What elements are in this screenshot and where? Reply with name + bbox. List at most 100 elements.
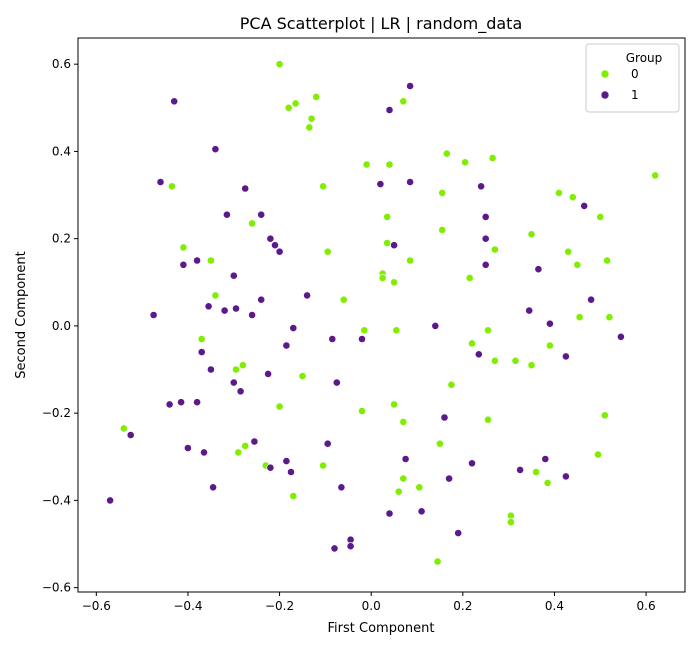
data-point-group-1-35: [617, 332, 625, 341]
legend-marker-group-0: [600, 69, 610, 79]
data-point-group-1-70: [454, 529, 463, 537]
y-tick-label: −0.6: [42, 581, 71, 595]
data-point-group-0-29: [490, 245, 499, 254]
data-point-group-0-16: [555, 188, 563, 197]
data-point-group-1-27: [204, 302, 213, 311]
data-point-group-0-10: [385, 160, 394, 169]
data-point-group-0-51: [546, 341, 554, 350]
data-point-group-1-68: [385, 509, 394, 518]
data-point-group-1-71: [346, 535, 355, 544]
y-axis-label: Second Component: [14, 251, 29, 378]
data-point-group-0-31: [564, 247, 573, 256]
data-point-group-1-26: [149, 311, 158, 319]
data-point-group-1-4: [156, 178, 165, 186]
legend: Group 0 1: [585, 43, 680, 113]
data-point-group-1-3: [211, 145, 220, 154]
data-point-group-1-9: [580, 201, 589, 210]
data-point-group-0-49: [511, 356, 520, 365]
data-point-group-0-34: [465, 273, 474, 282]
data-point-group-0-21: [248, 219, 256, 228]
data-point-group-1-34: [546, 319, 554, 328]
data-point-group-0-18: [596, 212, 605, 221]
data-point-group-1-40: [206, 365, 215, 374]
data-point-group-0-58: [600, 411, 609, 420]
data-point-group-0-12: [461, 158, 469, 167]
data-point-group-1-50: [440, 413, 449, 422]
data-point-group-1-73: [330, 544, 339, 553]
x-tick-label: −0.6: [82, 599, 111, 613]
data-point-group-0-32: [573, 260, 582, 269]
data-point-group-1-49: [193, 398, 201, 407]
data-point-group-1-22: [229, 271, 238, 280]
x-tick-label: 0.2: [453, 599, 472, 613]
data-point-group-0-73: [506, 518, 515, 527]
data-point-group-0-6: [399, 97, 408, 106]
data-point-group-1-55: [266, 463, 275, 472]
x-axis-label: First Component: [328, 621, 435, 636]
data-point-group-1-36: [328, 335, 337, 343]
data-point-group-0-13: [488, 154, 497, 162]
data-point-group-0-37: [339, 295, 348, 304]
data-point-group-0-72: [506, 511, 515, 520]
data-point-group-1-59: [468, 459, 476, 468]
data-point-group-0-60: [241, 441, 250, 450]
data-point-group-0-42: [605, 313, 614, 322]
y-tick-label: −0.2: [42, 406, 71, 420]
data-point-group-0-33: [603, 256, 611, 265]
data-point-group-1-67: [337, 483, 346, 492]
data-point-group-0-65: [399, 474, 408, 483]
data-point-group-1-41: [264, 369, 272, 378]
data-point-group-0-41: [575, 313, 584, 322]
data-point-group-1-1: [406, 82, 414, 90]
data-point-group-1-32: [431, 321, 440, 330]
data-point-group-1-13: [266, 234, 275, 243]
data-point-group-0-39: [392, 326, 401, 335]
data-point-group-0-56: [399, 417, 408, 426]
data-point-group-0-59: [119, 424, 128, 433]
data-point-group-0-25: [406, 256, 414, 265]
data-point-group-0-45: [232, 365, 240, 374]
y-tick-label: 0.2: [52, 232, 71, 246]
data-point-group-0-38: [360, 326, 369, 335]
legend-marker-group-1: [600, 90, 610, 100]
data-point-group-1-64: [126, 431, 135, 439]
data-point-group-0-43: [197, 335, 206, 343]
y-tick-label: 0.6: [52, 57, 71, 71]
data-point-group-0-35: [206, 256, 215, 265]
data-point-group-1-63: [562, 472, 570, 481]
data-point-group-1-31: [289, 324, 298, 332]
data-point-group-1-28: [220, 306, 229, 315]
data-point-group-1-7: [406, 178, 414, 186]
y-tick-label: 0.4: [52, 144, 71, 158]
data-point-group-1-12: [481, 212, 490, 221]
data-point-group-1-57: [287, 468, 295, 476]
data-point-group-1-72: [346, 542, 355, 551]
data-point-group-1-19: [179, 260, 188, 269]
data-point-group-1-2: [385, 106, 394, 114]
data-point-group-1-14: [271, 241, 279, 250]
data-point-group-1-33: [525, 306, 534, 315]
chart-title: PCA Scatterplot | LR | random_data: [240, 14, 523, 34]
data-point-group-0-50: [527, 361, 536, 370]
data-point-group-1-54: [200, 448, 208, 457]
data-point-group-0-0: [275, 60, 284, 69]
data-point-group-1-52: [323, 439, 332, 448]
data-point-group-0-24: [383, 239, 392, 247]
data-point-group-1-29: [232, 304, 240, 313]
data-point-group-0-28: [390, 278, 398, 287]
y-tick-label: 0.0: [52, 319, 71, 333]
data-point-group-0-66: [394, 487, 403, 496]
data-point-group-1-21: [534, 265, 543, 274]
data-point-group-0-61: [234, 448, 243, 457]
data-point-group-1-15: [275, 247, 284, 256]
data-point-group-0-11: [442, 149, 451, 158]
data-point-group-0-71: [289, 492, 298, 500]
plot-marks: [106, 60, 660, 566]
legend-label-group-1: 1: [631, 88, 639, 102]
data-point-group-1-53: [183, 444, 192, 452]
data-point-group-1-23: [303, 291, 311, 300]
data-point-group-0-48: [490, 356, 499, 365]
data-point-group-0-63: [319, 461, 327, 470]
data-point-group-1-24: [257, 295, 266, 304]
